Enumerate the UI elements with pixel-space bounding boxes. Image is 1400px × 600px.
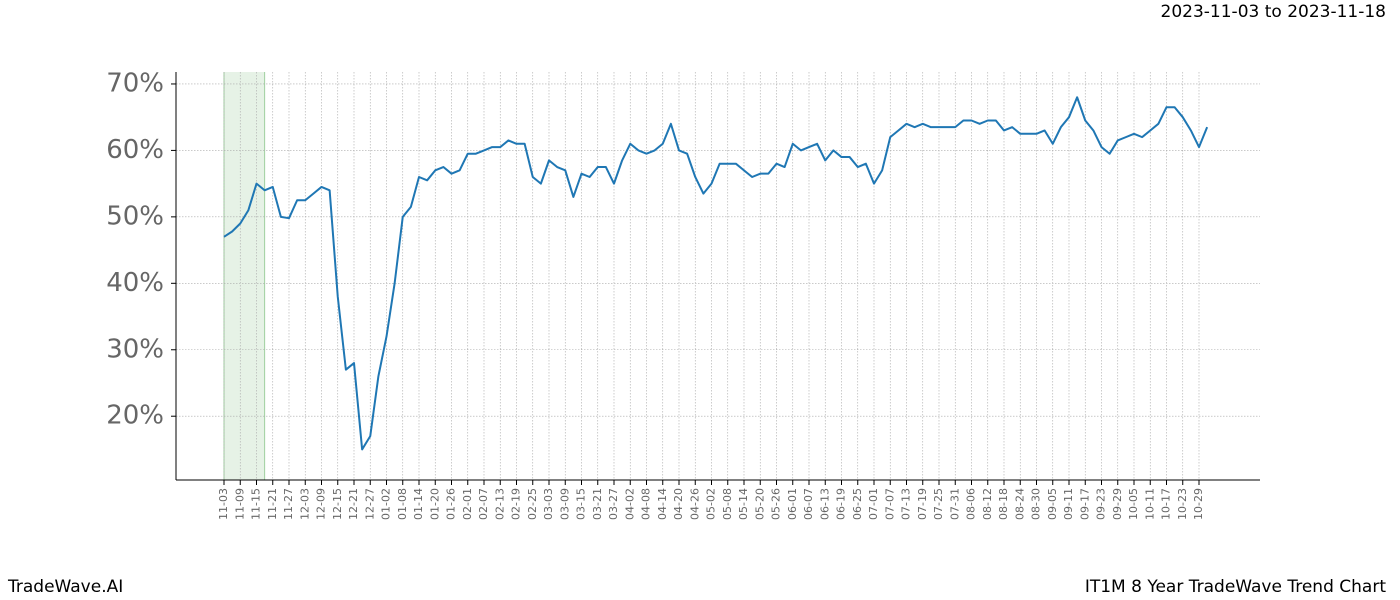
x-tick-label: 03-21 (591, 488, 604, 520)
x-tick-label: 04-02 (623, 488, 636, 520)
x-tick-label: 03-03 (542, 488, 555, 520)
x-tick-label: 07-07 (883, 488, 896, 520)
x-tick-label: 06-19 (835, 488, 848, 520)
x-tick-label: 07-31 (948, 488, 961, 520)
brand: TradeWave.AI (7, 577, 123, 597)
x-tick-label: 07-13 (900, 488, 913, 520)
x-tick-label: 09-23 (1095, 488, 1108, 520)
x-tick-label: 02-19 (510, 488, 523, 520)
x-tick-label: 12-09 (315, 488, 328, 520)
x-tick-label: 11-15 (250, 488, 263, 520)
y-tick-label: 20% (106, 401, 164, 431)
x-tick-label: 10-17 (1160, 488, 1173, 520)
x-tick-label: 03-09 (558, 488, 571, 520)
x-tick-label: 03-27 (607, 488, 620, 520)
trend-line (223, 96, 1209, 451)
x-tick-label: 12-03 (298, 488, 311, 520)
x-tick-label: 04-20 (672, 488, 685, 520)
x-tick-label: 02-13 (493, 488, 506, 520)
x-tick-label: 04-26 (688, 488, 701, 520)
x-tick-label: 03-15 (575, 488, 588, 520)
x-tick-label: 06-07 (802, 488, 815, 520)
x-tick-label: 01-20 (428, 488, 441, 520)
x-tick-label: 10-29 (1192, 488, 1205, 520)
chart-title: IT1M 8 Year TradeWave Trend Chart (1085, 577, 1386, 597)
y-tick-label: 60% (106, 135, 164, 165)
x-tick-label: 08-12 (981, 488, 994, 520)
x-tick-label: 01-14 (412, 488, 425, 520)
x-tick-label: 07-01 (867, 488, 880, 520)
x-tick-label: 10-11 (1143, 488, 1156, 520)
x-tick-label: 09-29 (1111, 488, 1124, 520)
x-tick-label: 05-26 (770, 488, 783, 520)
x-tick-label: 01-08 (396, 488, 409, 520)
y-tick-label: 30% (106, 334, 164, 364)
x-tick-label: 05-08 (721, 488, 734, 520)
x-tick-label: 10-05 (1127, 488, 1140, 520)
x-tick-label: 12-27 (363, 488, 376, 520)
x-tick-label: 08-24 (1013, 488, 1026, 520)
x-tick-label: 08-30 (1030, 488, 1043, 520)
y-tick-label: 40% (106, 268, 164, 298)
x-tick-label: 07-19 (916, 488, 929, 520)
highlight-band (224, 72, 265, 480)
x-tick-label: 07-25 (932, 488, 945, 520)
date-range: 2023-11-03 to 2023-11-18 (1161, 2, 1386, 22)
x-tick-label: 02-07 (477, 488, 490, 520)
x-tick-label: 01-26 (445, 488, 458, 520)
x-tick-label: 11-03 (217, 488, 230, 520)
x-tick-label: 11-27 (282, 488, 295, 520)
x-tick-label: 02-01 (461, 488, 474, 520)
y-tick-label: 70% (106, 68, 164, 98)
x-tick-label: 08-06 (965, 488, 978, 520)
x-tick-label: 05-20 (753, 488, 766, 520)
x-tick-label: 05-02 (705, 488, 718, 520)
x-tick-label: 09-11 (1062, 488, 1075, 520)
x-tick-label: 04-14 (656, 488, 669, 520)
x-tick-label: 11-21 (266, 488, 279, 520)
x-tick-label: 06-01 (786, 488, 799, 520)
y-tick-label: 50% (106, 201, 164, 231)
x-tick-label: 10-23 (1176, 488, 1189, 520)
x-tick-label: 06-13 (818, 488, 831, 520)
x-tick-label: 01-02 (380, 488, 393, 520)
x-tick-label: 04-08 (640, 488, 653, 520)
x-tick-label: 11-09 (233, 488, 246, 520)
x-tick-label: 12-15 (331, 488, 344, 520)
x-tick-label: 08-18 (997, 488, 1010, 520)
x-tick-label: 09-05 (1046, 488, 1059, 520)
x-tick-label: 02-25 (526, 488, 539, 520)
x-tick-label: 12-21 (347, 488, 360, 520)
x-tick-label: 06-25 (851, 488, 864, 520)
x-tick-label: 09-17 (1078, 488, 1091, 520)
x-tick-label: 05-14 (737, 488, 750, 520)
